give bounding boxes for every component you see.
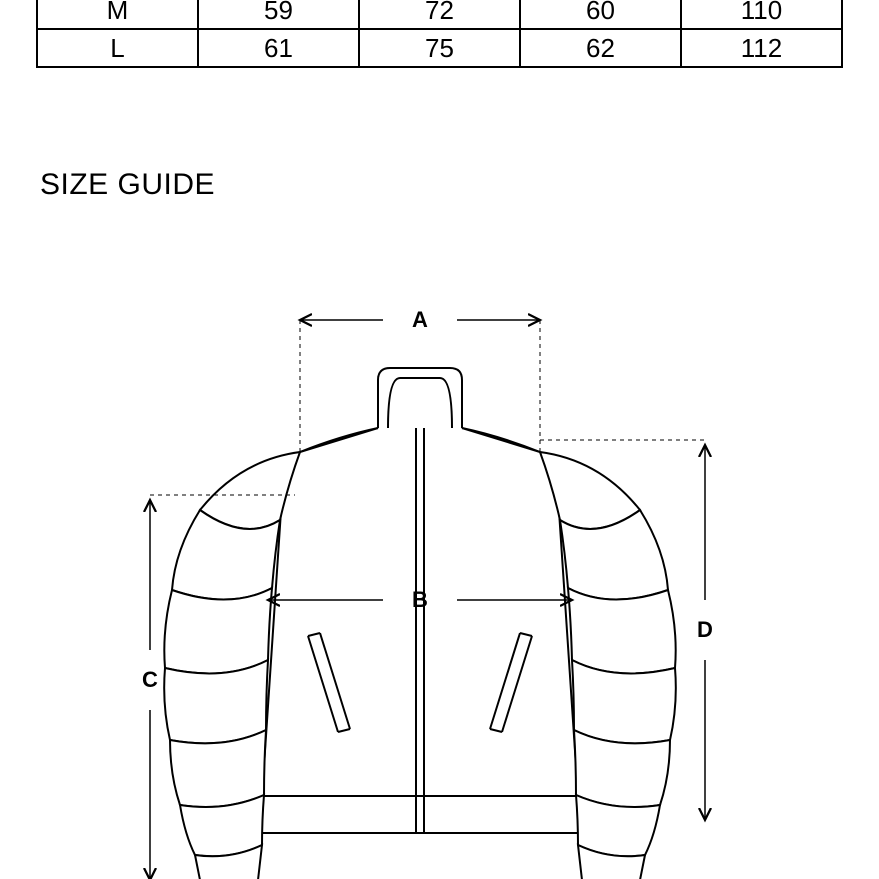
size-guide-heading: SIZE GUIDE bbox=[40, 168, 215, 202]
size-table: M 59 72 60 110 L 61 75 62 112 bbox=[36, 0, 843, 68]
cell-d: 112 bbox=[681, 29, 842, 67]
jacket-body bbox=[262, 428, 578, 796]
cell-d: 110 bbox=[681, 0, 842, 29]
cell-a: 59 bbox=[198, 0, 359, 29]
measure-a-label: A bbox=[412, 307, 428, 332]
jacket-diagram: A bbox=[140, 280, 740, 879]
page: M 59 72 60 110 L 61 75 62 112 SIZE GUIDE bbox=[0, 0, 879, 879]
cell-b: 75 bbox=[359, 29, 520, 67]
table-row: M 59 72 60 110 bbox=[37, 0, 842, 29]
cell-b: 72 bbox=[359, 0, 520, 29]
cell-c: 62 bbox=[520, 29, 681, 67]
hem-band bbox=[260, 796, 580, 833]
cell-a: 61 bbox=[198, 29, 359, 67]
table-row: L 61 75 62 112 bbox=[37, 29, 842, 67]
measure-b-label: B bbox=[412, 587, 428, 612]
measure-c-label: C bbox=[142, 667, 158, 692]
cell-size: L bbox=[37, 29, 198, 67]
measure-d-label: D bbox=[697, 617, 713, 642]
collar-inner bbox=[388, 378, 452, 428]
cell-size: M bbox=[37, 0, 198, 29]
cell-c: 60 bbox=[520, 0, 681, 29]
